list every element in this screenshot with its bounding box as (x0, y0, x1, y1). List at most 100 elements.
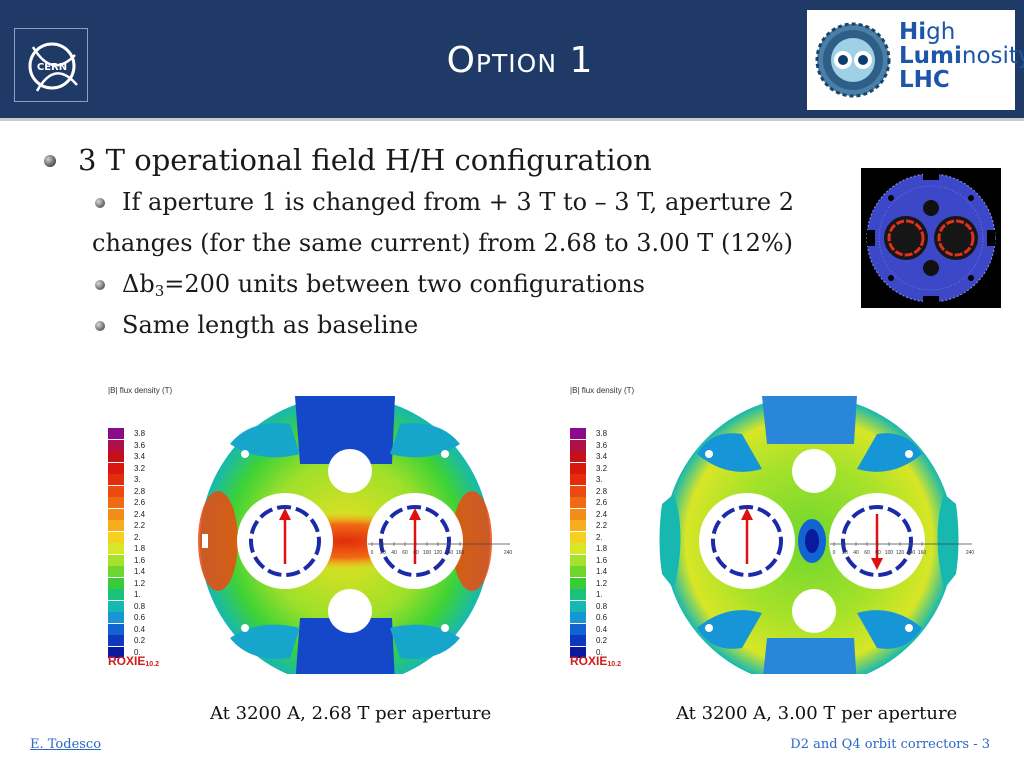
legend-swatch (570, 635, 586, 646)
legend-title: |B| flux density (T) (108, 386, 173, 395)
scale-tick-label: 80 (875, 550, 881, 556)
legend-label: 0. (134, 647, 141, 657)
legend-label: 1.6 (596, 555, 608, 565)
legend-label: 0. (596, 647, 603, 657)
sub-bullet-delta-b3: Δb3=200 units between two configurations (40, 264, 840, 305)
legend-swatch (570, 589, 586, 600)
legend-swatch (108, 646, 124, 658)
legend-label: 1.2 (134, 578, 146, 588)
legend-swatch (570, 474, 586, 485)
scale-tick-label: 160 (918, 550, 927, 556)
legend-label: 0.4 (596, 624, 608, 634)
scale-tick-label: 40 (853, 550, 859, 556)
legend-swatch (108, 497, 124, 508)
legend-label: 0.2 (596, 636, 608, 645)
legend-swatch (570, 531, 586, 543)
legend-swatch (570, 462, 586, 474)
legend-label: 3. (596, 475, 603, 484)
legend-label: 0.6 (596, 613, 608, 622)
scale-tick-label: 140 (907, 550, 916, 556)
hl-line-2: Luminosity (899, 43, 1024, 69)
legend-swatch (570, 554, 586, 566)
legend-swatch (570, 543, 586, 554)
magnet-cross-section-image (861, 168, 1001, 308)
legend-swatch (108, 554, 124, 566)
legend-label: 0.4 (134, 624, 146, 634)
legend-swatch (108, 566, 124, 577)
legend-swatch (108, 531, 124, 543)
legend-swatch (108, 612, 124, 623)
legend-swatch (570, 485, 586, 497)
legend-label: 2.6 (596, 498, 608, 507)
header-bar: CERN Option 1 High Luminosity LHC (0, 0, 1024, 118)
legend-swatch (570, 508, 586, 520)
scale-end-label: 240 (966, 550, 975, 556)
legend-label: 2.8 (596, 486, 608, 496)
legend-label: 2.4 (596, 509, 608, 519)
sub-bullet-dot-icon (95, 321, 105, 331)
legend-label: 1.4 (596, 567, 608, 576)
legend-swatch (570, 623, 586, 635)
legend-label: 1. (596, 590, 603, 599)
legend-swatch (108, 543, 124, 554)
legend-swatch (570, 520, 586, 531)
legend-label: 1.8 (134, 544, 146, 553)
scale-tick-label: 120 (896, 550, 905, 556)
legend-label: 0.8 (596, 601, 608, 611)
sub-bullet-aperture: If aperture 1 is changed from + 3 T to –… (40, 182, 840, 223)
legend-title: |B| flux density (T) (570, 386, 635, 395)
scale-tick-label: 160 (456, 550, 465, 556)
legend-swatch (108, 623, 124, 635)
cern-logo-label: CERN (37, 62, 67, 73)
legend-swatch (570, 451, 586, 462)
legend-label: 1.6 (134, 555, 146, 565)
hl-lhc-wordmark: High Luminosity LHC (899, 20, 1024, 92)
hl-line-1: High (899, 19, 956, 45)
cern-logo-icon: CERN (28, 42, 78, 92)
legend-swatch (108, 485, 124, 497)
cern-logo: CERN (14, 28, 88, 102)
legend-swatch (570, 646, 586, 658)
scale-tick-label: 20 (380, 550, 386, 556)
legend-label: 3. (134, 475, 141, 484)
bullet-main: 3 T operational field H/H configuration (40, 140, 840, 182)
legend-swatch (108, 577, 124, 589)
sub-bullet-dot-icon (95, 198, 105, 208)
legend-swatch (108, 474, 124, 485)
bullet-list: 3 T operational field H/H configuration … (40, 140, 840, 346)
scale-end-label: 240 (504, 550, 513, 556)
legend-swatch (108, 451, 124, 462)
legend-label: 3.2 (134, 463, 146, 473)
caption-left: At 3200 A, 2.68 T per aperture (210, 703, 492, 724)
legend-label: 1. (134, 590, 141, 599)
scale-tick-label: 0 (833, 550, 836, 556)
footer-page-label: D2 and Q4 orbit correctors - 3 (790, 737, 990, 752)
legend-label: 1.8 (596, 544, 608, 553)
legend-swatch (108, 508, 124, 520)
legend-label: 1.2 (596, 578, 608, 588)
legend-label: 2. (596, 532, 603, 542)
legend-label: 2.4 (134, 509, 146, 519)
roxie-label: ROXIE10.2 (570, 654, 621, 668)
legend-swatch (108, 635, 124, 646)
legend-swatch (108, 439, 124, 451)
legend-label: 0.8 (134, 601, 146, 611)
scale-tick-label: 60 (402, 550, 408, 556)
legend-swatch (108, 462, 124, 474)
scale-tick-label: 20 (842, 550, 848, 556)
scale-ticks-right: 0 20 40 60 80 100 120 140 160 240 (833, 542, 975, 556)
legend-swatch (570, 566, 586, 577)
legend-swatch (570, 497, 586, 508)
legend-label: 2.2 (596, 521, 608, 530)
legend-label: 2.8 (134, 486, 146, 496)
legend-label: 2.2 (134, 521, 146, 530)
legend-label: 3.6 (134, 440, 146, 450)
legend-label: 3.2 (596, 463, 608, 473)
legend-label: 3.8 (596, 429, 608, 438)
legend-swatch (108, 520, 124, 531)
footer-author-link[interactable]: E. Todesco (30, 737, 102, 752)
sub-bullet-dot-icon (95, 280, 105, 290)
header-divider (0, 118, 1024, 121)
scale-tick-label: 40 (391, 550, 397, 556)
legend-swatch (570, 428, 586, 439)
